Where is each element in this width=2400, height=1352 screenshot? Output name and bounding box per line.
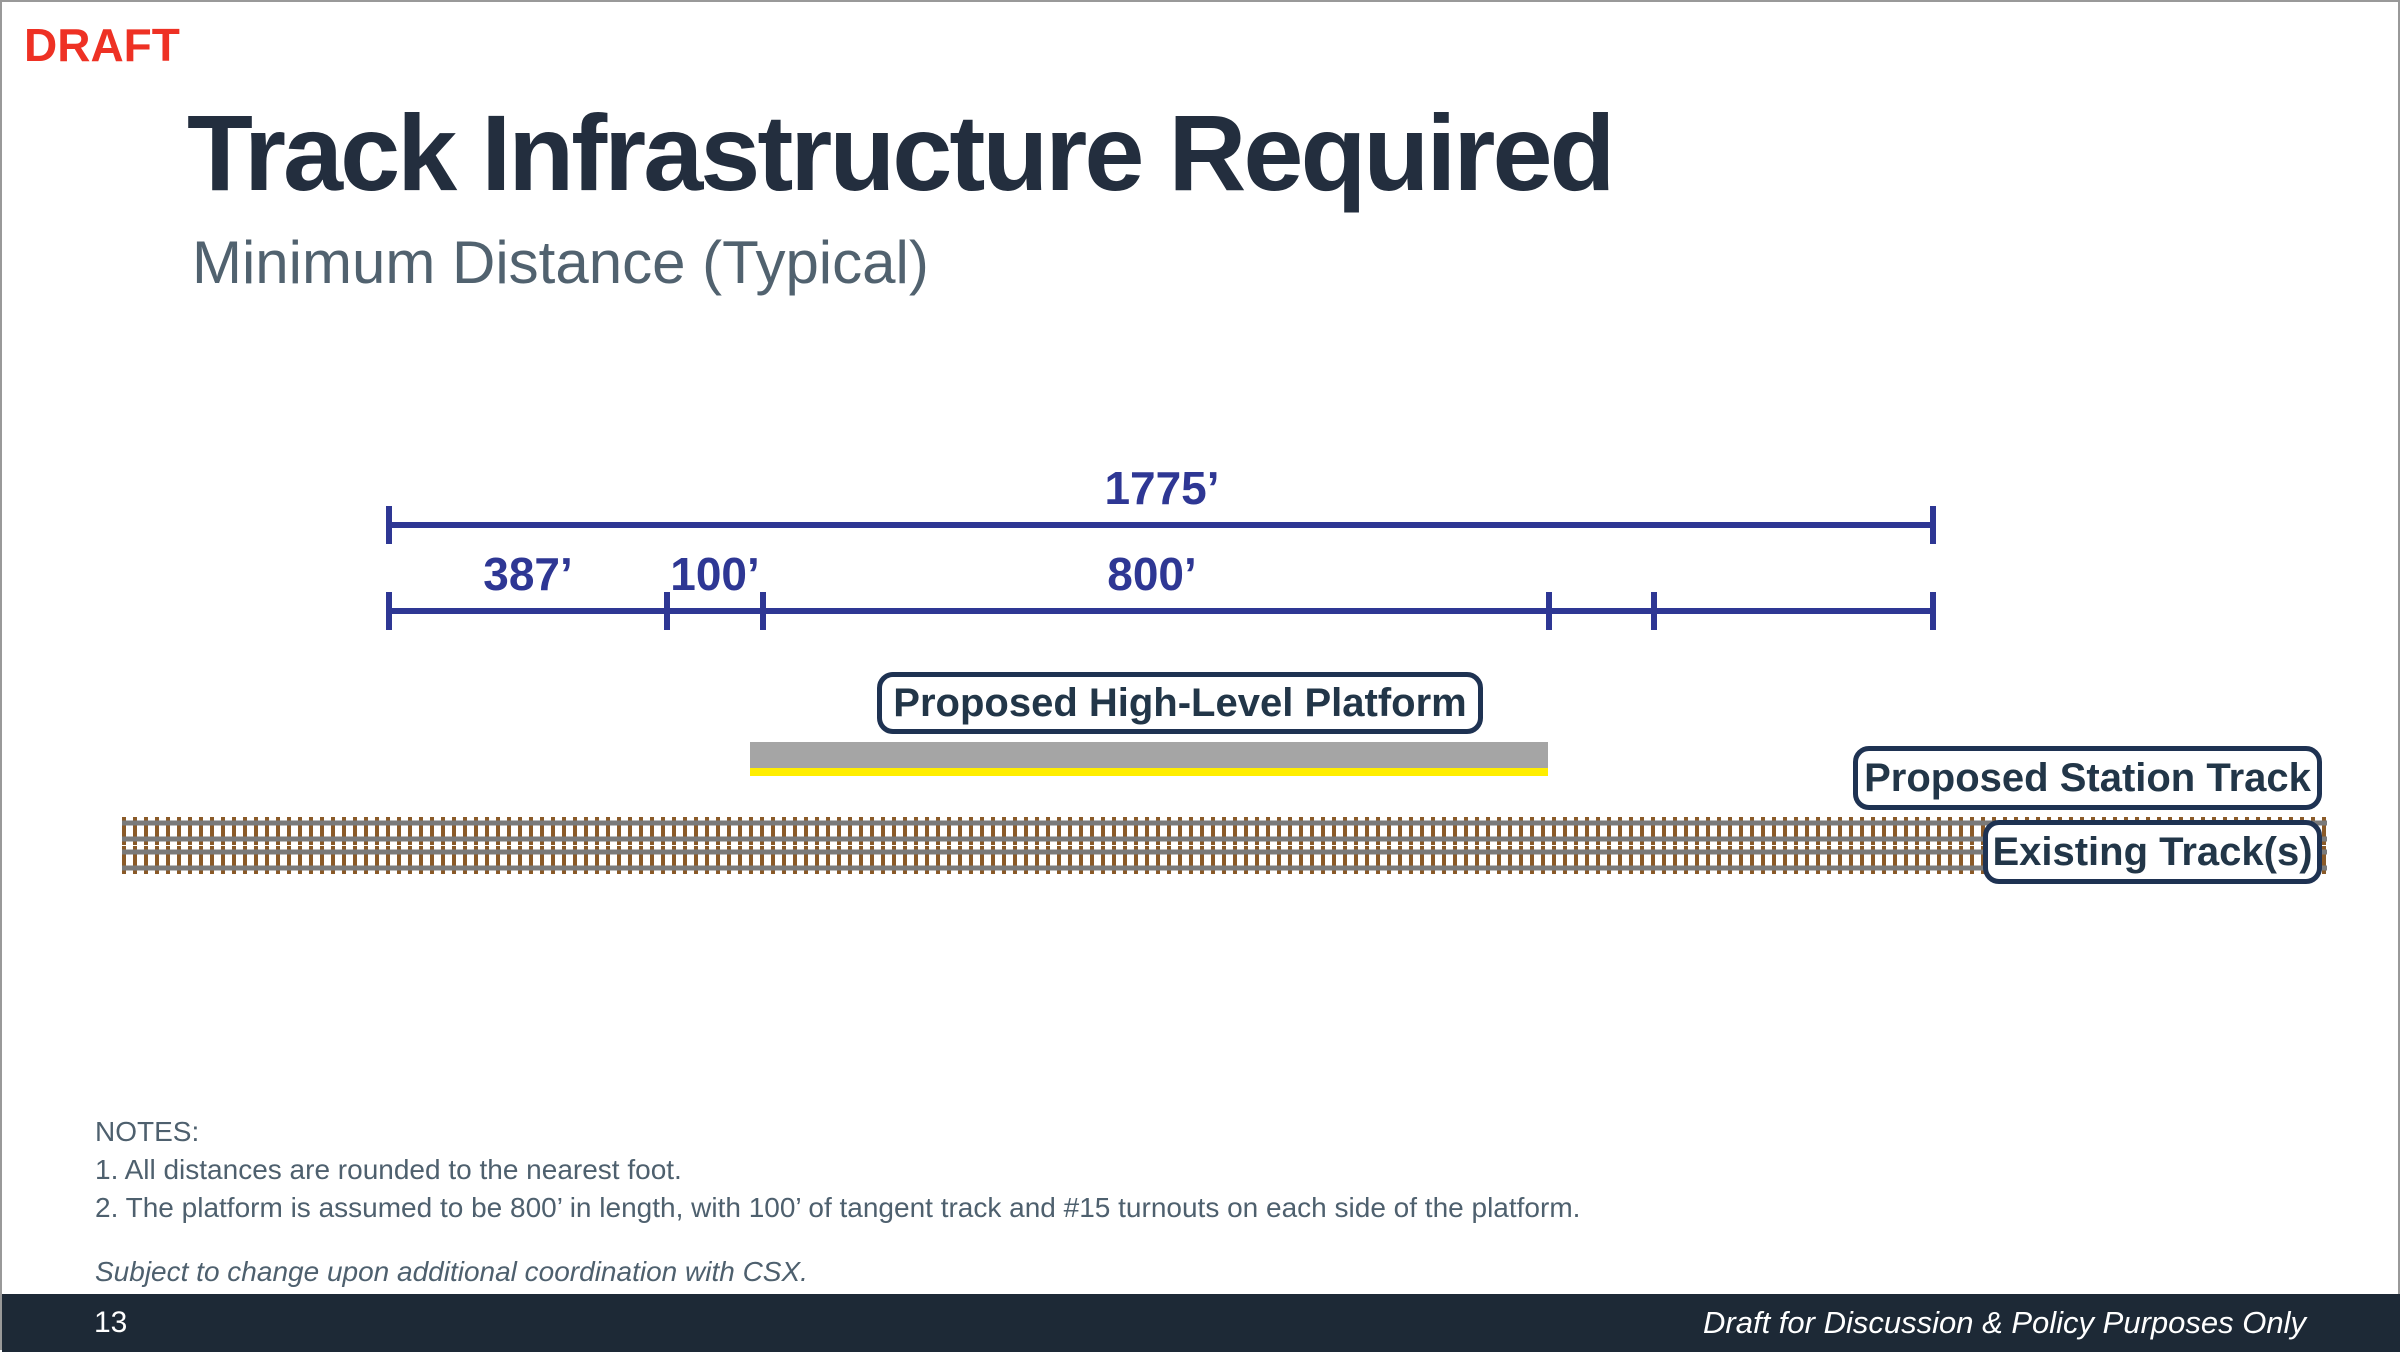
segment-tick-2 bbox=[664, 592, 670, 630]
segment-label-387: 387’ bbox=[483, 548, 573, 600]
existing-track-2 bbox=[122, 846, 2327, 874]
page-number: 13 bbox=[94, 1306, 128, 1339]
segment-tick-6 bbox=[1930, 592, 1936, 630]
segment-tick-4 bbox=[1546, 592, 1552, 630]
station-track-callout-label: Proposed Station Track bbox=[1864, 755, 2311, 800]
existing-track-1 bbox=[122, 817, 2327, 845]
note-item-2: 2. The platform is assumed to be 800’ in… bbox=[95, 1192, 1581, 1223]
existing-track-callout: Existing Track(s) bbox=[1983, 820, 2322, 884]
notes-disclaimer: Subject to change upon additional coordi… bbox=[95, 1256, 808, 1287]
segment-tick-3 bbox=[760, 592, 766, 630]
platform-callout-label: Proposed High-Level Platform bbox=[893, 680, 1467, 725]
draft-watermark: DRAFT bbox=[24, 19, 180, 71]
notes-heading: NOTES: bbox=[95, 1116, 200, 1147]
segment-dimension-line bbox=[389, 608, 1936, 614]
platform-callout: Proposed High-Level Platform bbox=[877, 672, 1483, 734]
segment-tick-5 bbox=[1651, 592, 1657, 630]
existing-track-callout-label: Existing Track(s) bbox=[1992, 829, 2313, 874]
station-track-curve bbox=[314, 776, 1886, 839]
platform-slab bbox=[750, 742, 1548, 768]
footer-bar: 13 Draft for Discussion & Policy Purpose… bbox=[2, 1294, 2400, 1352]
segment-label-100: 100’ bbox=[670, 548, 760, 600]
page-title: Track Infrastructure Required bbox=[187, 92, 1615, 213]
overall-dimension-tick-left bbox=[386, 506, 392, 544]
station-track-callout: Proposed Station Track bbox=[1853, 746, 2322, 810]
footer-classification-text: Draft for Discussion & Policy Purposes O… bbox=[1703, 1305, 2306, 1340]
segment-tick-1 bbox=[386, 592, 392, 630]
note-item-1: 1. All distances are rounded to the near… bbox=[95, 1154, 682, 1185]
overall-dimension-label: 1775’ bbox=[1104, 462, 1220, 514]
overall-dimension-tick-right bbox=[1930, 506, 1936, 544]
platform-yellow-edge bbox=[750, 768, 1548, 776]
overall-dimension-line bbox=[389, 522, 1936, 528]
page-subtitle: Minimum Distance (Typical) bbox=[192, 229, 929, 296]
segment-label-800: 800’ bbox=[1107, 548, 1197, 600]
